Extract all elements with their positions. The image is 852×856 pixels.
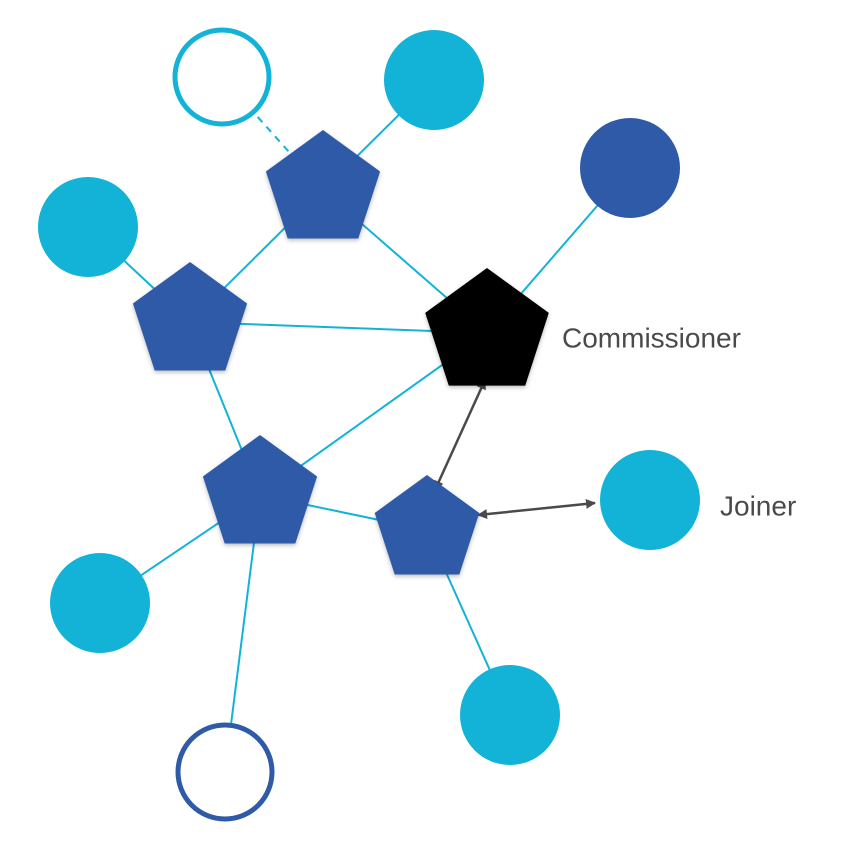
node-circle-c_darkblue: [580, 118, 680, 218]
network-diagram: Commissioner Joiner: [0, 0, 852, 856]
node-pentagon-p_left: [133, 262, 247, 371]
node-pentagon-p_mid: [375, 475, 480, 575]
double-arrow: [478, 503, 595, 515]
node-circle-c_left: [38, 177, 138, 277]
node-circle-c_joiner: [600, 450, 700, 550]
node-circle-c_hollow_bot: [178, 725, 272, 819]
node-pentagon-p_black: [425, 268, 549, 386]
node-circle-c_bottom: [460, 665, 560, 765]
node-pentagon-p_low: [203, 435, 317, 544]
node-pentagon-p_top: [266, 130, 380, 239]
node-circle-c_hollow_top: [175, 30, 269, 124]
label-joiner: Joiner: [720, 490, 796, 521]
label-commissioner: Commissioner: [562, 322, 741, 353]
double-arrow: [435, 380, 485, 490]
node-circle-c_lowleft: [50, 553, 150, 653]
node-circle-c_top: [384, 30, 484, 130]
